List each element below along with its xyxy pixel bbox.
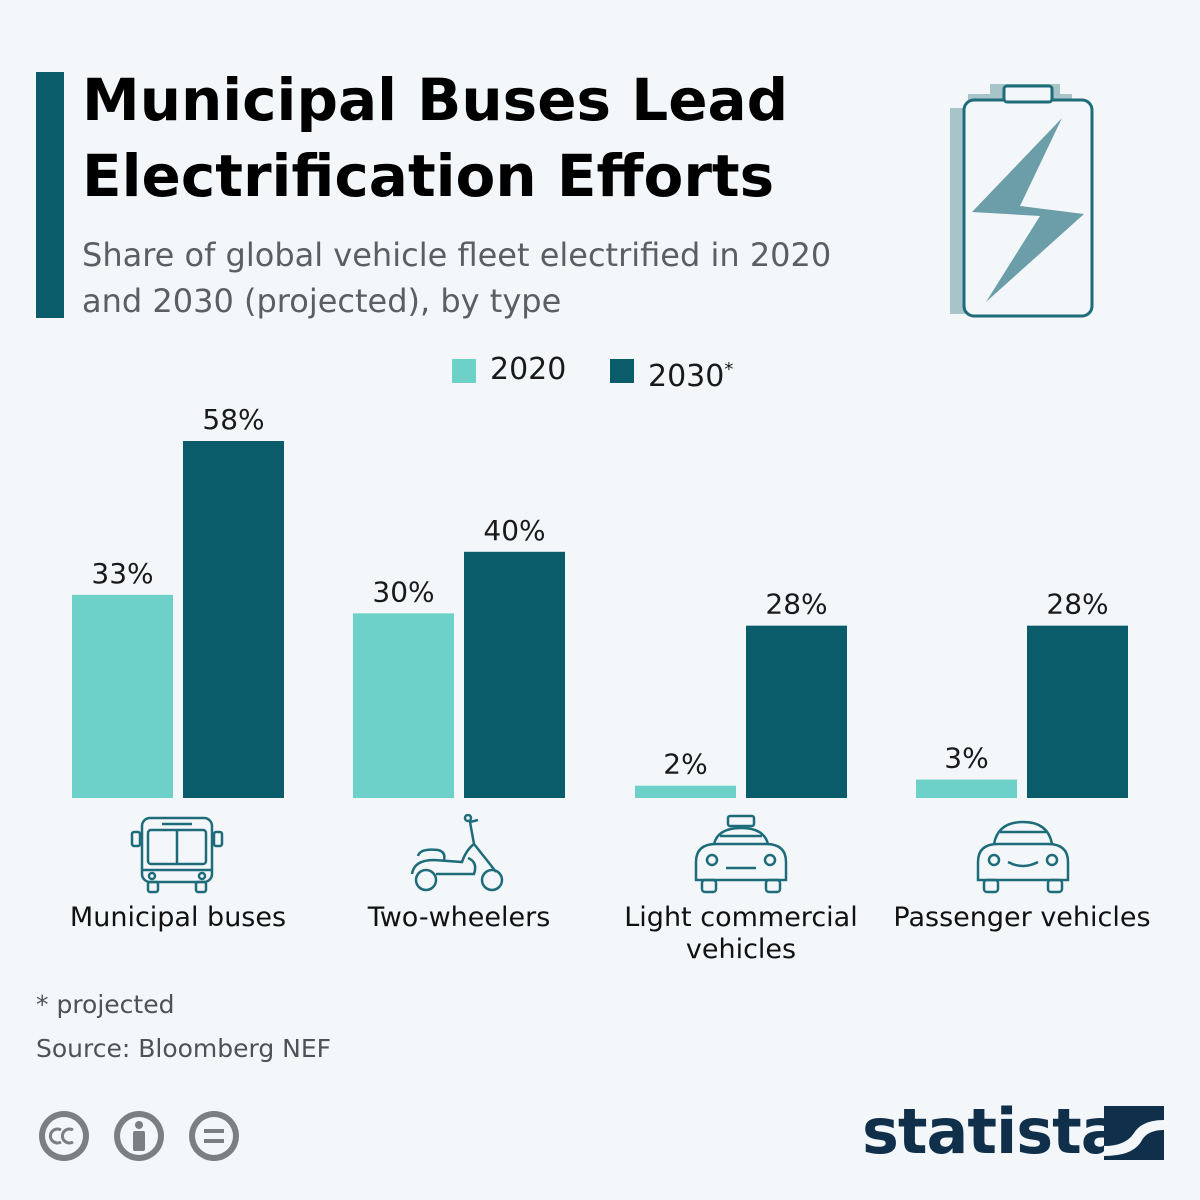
- category-label-light-commercial-vehicles: Light commercial vehicles: [601, 902, 881, 966]
- bar-label-2020-0: 33%: [91, 557, 153, 590]
- category-label-municipal-buses: Municipal buses: [38, 902, 318, 934]
- category-label-passenger-vehicles: Passenger vehicles: [882, 902, 1162, 934]
- bar-label-2020-1: 30%: [372, 575, 434, 608]
- bar-label-2030-2: 28%: [765, 588, 827, 621]
- bar-2020-2: [635, 786, 736, 798]
- bar-2030-2: [746, 626, 847, 798]
- statista-brand: statista: [862, 1094, 1172, 1174]
- cc-icon: [39, 1111, 89, 1161]
- bar-2030-0: [183, 441, 284, 798]
- category-label-two-wheelers: Two-wheelers: [319, 902, 599, 934]
- chart-title: Municipal Buses Lead Electrification Eff…: [82, 62, 882, 214]
- car-icon: [968, 814, 1078, 896]
- bar-label-2030-1: 40%: [483, 514, 545, 547]
- bus-icon: [122, 814, 232, 896]
- no-derivatives-icon: [189, 1111, 239, 1161]
- chart-subtitle: Share of global vehicle fleet electrifie…: [82, 232, 842, 324]
- brand-name: statista: [862, 1094, 1122, 1170]
- bar-label-2020-3: 3%: [944, 742, 988, 775]
- bar-label-2030-0: 58%: [202, 403, 264, 436]
- bar-label-2030-3: 28%: [1046, 588, 1108, 621]
- bar-label-2020-2: 2%: [663, 748, 707, 781]
- bar-2020-1: [353, 613, 454, 798]
- attribution-icon: [114, 1111, 164, 1161]
- taxi-icon: [686, 814, 796, 896]
- legend-asterisk: *: [724, 359, 733, 380]
- scooter-icon: [404, 814, 514, 896]
- bar-2020-3: [916, 780, 1017, 798]
- bar-2030-3: [1027, 626, 1128, 798]
- statista-logo-icon: [1104, 1106, 1164, 1160]
- bar-chart: 33% 30% 2% 3% 58% 40% 28% 28%: [0, 380, 1200, 810]
- footnote: * projected: [36, 990, 174, 1019]
- bar-2020-0: [72, 595, 173, 798]
- source-note: Source: Bloomberg NEF: [36, 1034, 331, 1063]
- license-icons: [36, 1108, 246, 1164]
- battery-bolt-icon: [940, 78, 1100, 328]
- title-accent-bar: [36, 72, 64, 318]
- bar-2030-1: [464, 552, 565, 798]
